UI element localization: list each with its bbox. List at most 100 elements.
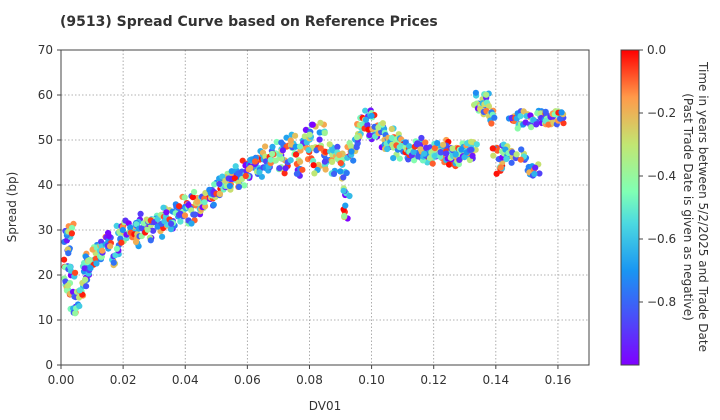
scatter-point bbox=[503, 155, 510, 163]
scatter-point bbox=[321, 129, 328, 137]
colorbar-tick-label: −0.4 bbox=[647, 169, 676, 183]
scatter-point bbox=[388, 125, 395, 133]
scatter-point bbox=[159, 233, 166, 240]
scatter-point bbox=[235, 183, 243, 190]
scatter-point bbox=[83, 283, 90, 290]
scatter-point bbox=[309, 121, 316, 128]
scatter-point bbox=[281, 170, 288, 177]
scatter-point bbox=[456, 156, 463, 163]
scatter-point bbox=[440, 141, 447, 148]
scatter-point bbox=[490, 152, 497, 159]
scatter-point bbox=[336, 151, 343, 159]
scatter-point bbox=[366, 132, 373, 139]
scatter-point bbox=[292, 151, 300, 158]
scatter-point bbox=[532, 164, 539, 171]
scatter-point bbox=[256, 169, 263, 176]
scatter-point bbox=[67, 263, 74, 270]
scatter-point bbox=[514, 125, 521, 132]
scatter-point bbox=[560, 120, 567, 127]
scatter-point bbox=[282, 165, 289, 172]
y-tick-label: 50 bbox=[38, 133, 53, 147]
y-tick-label: 20 bbox=[38, 268, 53, 282]
scatter-point bbox=[517, 113, 524, 120]
x-tick-label: 0.04 bbox=[172, 373, 199, 387]
scatter-point bbox=[485, 103, 493, 110]
scatter-point bbox=[406, 143, 413, 150]
scatter-point bbox=[417, 146, 424, 153]
scatter-point bbox=[247, 164, 254, 172]
scatter-point bbox=[269, 143, 276, 150]
scatter-point bbox=[508, 159, 515, 166]
scatter-point bbox=[132, 238, 140, 245]
scatter-point bbox=[293, 170, 300, 177]
scatter-point bbox=[241, 182, 248, 189]
scatter-point bbox=[329, 158, 336, 165]
scatter-point bbox=[473, 141, 480, 148]
scatter-point bbox=[410, 148, 417, 155]
scatter-point bbox=[231, 175, 238, 182]
scatter-point bbox=[76, 287, 83, 294]
grid-lines bbox=[61, 50, 589, 365]
scatter-point bbox=[431, 145, 438, 152]
scatter-point bbox=[210, 201, 217, 208]
scatter-point bbox=[306, 131, 313, 138]
scatter-point bbox=[194, 198, 201, 205]
scatter-point bbox=[262, 143, 269, 150]
scatter-point bbox=[384, 145, 391, 153]
x-tick-label: 0.14 bbox=[482, 373, 509, 387]
scatter-point bbox=[292, 132, 299, 139]
colorbar bbox=[620, 49, 640, 366]
scatter-point bbox=[340, 187, 347, 194]
scatter-point bbox=[423, 144, 430, 151]
colorbar-label-line2: (Past Trade Date is given as negative) bbox=[681, 93, 695, 321]
scatter-point bbox=[533, 121, 540, 128]
scatter-point bbox=[150, 227, 157, 234]
y-axis-label: Spread (bp) bbox=[5, 172, 19, 243]
scatter-point bbox=[337, 168, 344, 175]
scatter-point bbox=[107, 243, 114, 250]
chart-title: (9513) Spread Curve based on Reference P… bbox=[60, 14, 438, 30]
y-tick-label: 30 bbox=[38, 223, 53, 237]
scatter-point bbox=[191, 188, 198, 196]
scatter-point bbox=[216, 180, 223, 188]
scatter-point bbox=[422, 139, 429, 146]
scatter-point bbox=[147, 237, 154, 244]
scatter-point bbox=[497, 164, 504, 171]
scatter-point bbox=[311, 170, 318, 177]
scatter-point bbox=[353, 144, 360, 151]
scatter-point bbox=[163, 209, 170, 216]
scatter-point bbox=[431, 152, 439, 159]
scatter-point bbox=[110, 259, 117, 266]
scatter-point bbox=[452, 151, 459, 158]
scatter-point bbox=[216, 191, 224, 198]
scatter-point bbox=[228, 168, 235, 175]
scatter-point bbox=[167, 226, 175, 233]
scatter-point bbox=[342, 202, 349, 209]
scatter-point bbox=[330, 170, 338, 177]
scatter-point bbox=[390, 155, 397, 162]
scatter-point bbox=[531, 170, 538, 177]
colorbar-tick-label: −0.8 bbox=[647, 295, 676, 309]
colorbar-tick-label: −0.2 bbox=[647, 106, 676, 120]
scatter-point bbox=[321, 158, 328, 165]
scatter-point bbox=[127, 224, 134, 231]
scatter-point bbox=[68, 230, 75, 237]
scatter-point bbox=[316, 136, 323, 143]
scatter-point bbox=[558, 109, 565, 116]
colorbar-tick-label: 0.0 bbox=[647, 43, 666, 57]
scatter-point bbox=[362, 116, 370, 123]
scatter-point bbox=[305, 147, 312, 154]
scatter-point bbox=[518, 146, 525, 153]
scatter-point bbox=[296, 143, 304, 150]
scatter-point bbox=[322, 166, 329, 173]
scatter-point bbox=[491, 114, 498, 121]
scatter-point bbox=[232, 163, 239, 170]
scatter-point bbox=[536, 170, 543, 177]
scatter-point bbox=[411, 157, 418, 164]
scatter-point bbox=[326, 141, 333, 148]
scatter-point bbox=[545, 121, 552, 128]
scatter-point bbox=[468, 138, 475, 145]
x-tick-label: 0.00 bbox=[48, 373, 75, 387]
